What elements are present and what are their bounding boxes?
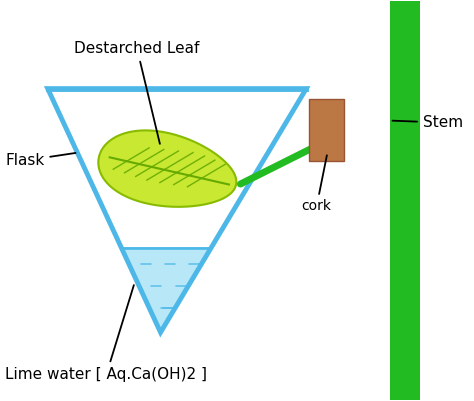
- Text: Destarched Leaf: Destarched Leaf: [74, 41, 200, 144]
- Text: cork: cork: [301, 155, 332, 213]
- Polygon shape: [122, 249, 211, 332]
- Text: Lime water [ Aq.Ca(OH)2 ]: Lime water [ Aq.Ca(OH)2 ]: [5, 285, 208, 382]
- FancyBboxPatch shape: [390, 0, 420, 400]
- FancyBboxPatch shape: [309, 99, 344, 160]
- Text: Flask: Flask: [5, 153, 75, 168]
- Text: Stem: Stem: [392, 115, 463, 130]
- Polygon shape: [98, 130, 237, 207]
